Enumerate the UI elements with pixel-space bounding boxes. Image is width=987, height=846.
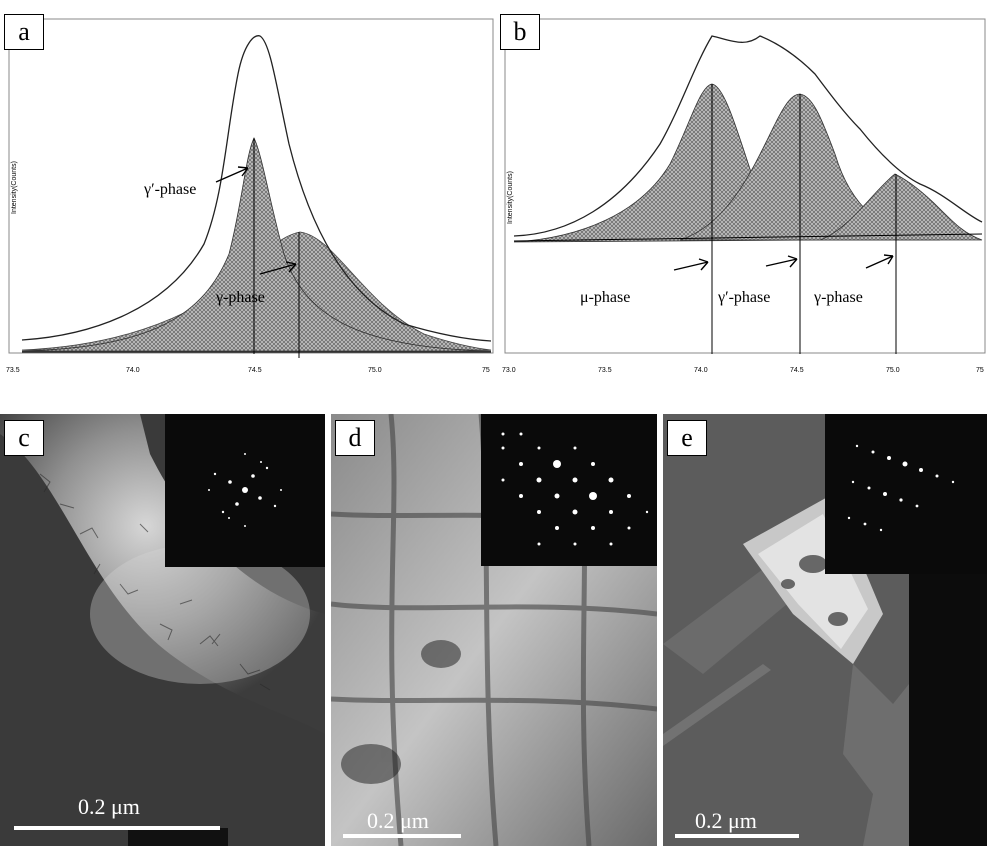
tick-a-3: 75.0 xyxy=(368,367,382,374)
panel-b-ylabel: Intensity(Counts) xyxy=(507,171,514,224)
panel-b-ticks: 73.0 73.5 74.0 74.5 75.0 75 xyxy=(502,367,984,374)
panel-e: e 0.2 μm xyxy=(663,414,987,846)
tick-b-2: 74.0 xyxy=(694,367,708,374)
panel-c: c 0.2 μm xyxy=(0,414,325,846)
panel-e-scale-text: 0.2 μm xyxy=(695,808,757,833)
panel-d-label: d xyxy=(335,420,375,456)
panel-d-diffraction-inset xyxy=(481,414,657,566)
panel-a: a Intensity(Counts) γ′-phase γ-phase 73.… xyxy=(4,14,494,384)
gamma-prime-label-b: γ′-phase xyxy=(717,289,770,306)
panel-a-plot: Intensity(Counts) γ′-phase γ-phase 73.5 … xyxy=(6,18,494,374)
panel-d: d 0.2 μm xyxy=(331,414,657,846)
panel-c-dark-strip xyxy=(128,828,228,846)
panel-c-diffraction-inset xyxy=(165,414,325,567)
envelope-a xyxy=(21,35,492,342)
tick-a-0: 73.5 xyxy=(6,367,20,374)
tick-a-4: 75 xyxy=(482,367,490,374)
gamma-prime-label-a: γ′-phase xyxy=(143,181,196,198)
panel-c-scale-text: 0.2 μm xyxy=(78,794,140,819)
panel-a-ticks: 73.5 74.0 74.5 75.0 75 xyxy=(6,367,490,374)
tick-b-3: 74.5 xyxy=(790,367,804,374)
panel-d-scale-bar xyxy=(343,834,461,838)
panel-c-scale-bar xyxy=(14,826,220,830)
tick-b-0: 73.0 xyxy=(502,367,516,374)
panel-a-label: a xyxy=(4,14,44,50)
gamma-peak-b xyxy=(819,173,983,241)
panel-b: b Intensity(Counts) μ-phase γ′-phase γ-p… xyxy=(500,14,987,384)
gamma-label-a: γ-phase xyxy=(215,289,265,306)
panel-a-ylabel: Intensity(Counts) xyxy=(11,161,18,214)
panel-b-plot: Intensity(Counts) μ-phase γ′-phase γ-pha… xyxy=(502,18,986,374)
tick-b-5: 75 xyxy=(976,367,984,374)
mu-label-b: μ-phase xyxy=(580,289,630,306)
panel-c-label: c xyxy=(4,420,44,456)
tick-a-2: 74.5 xyxy=(248,367,262,374)
panel-e-label: e xyxy=(667,420,707,456)
panel-d-scale-text: 0.2 μm xyxy=(367,808,429,833)
tick-b-4: 75.0 xyxy=(886,367,900,374)
panel-e-diffraction-inset xyxy=(825,414,987,574)
panel-e-scale-bar xyxy=(675,834,799,838)
panel-c-image xyxy=(0,414,325,846)
envelope-b xyxy=(513,35,983,237)
tick-a-1: 74.0 xyxy=(126,367,140,374)
gamma-label-b: γ-phase xyxy=(813,289,863,306)
tick-b-1: 73.5 xyxy=(598,367,612,374)
panel-b-label: b xyxy=(500,14,540,50)
